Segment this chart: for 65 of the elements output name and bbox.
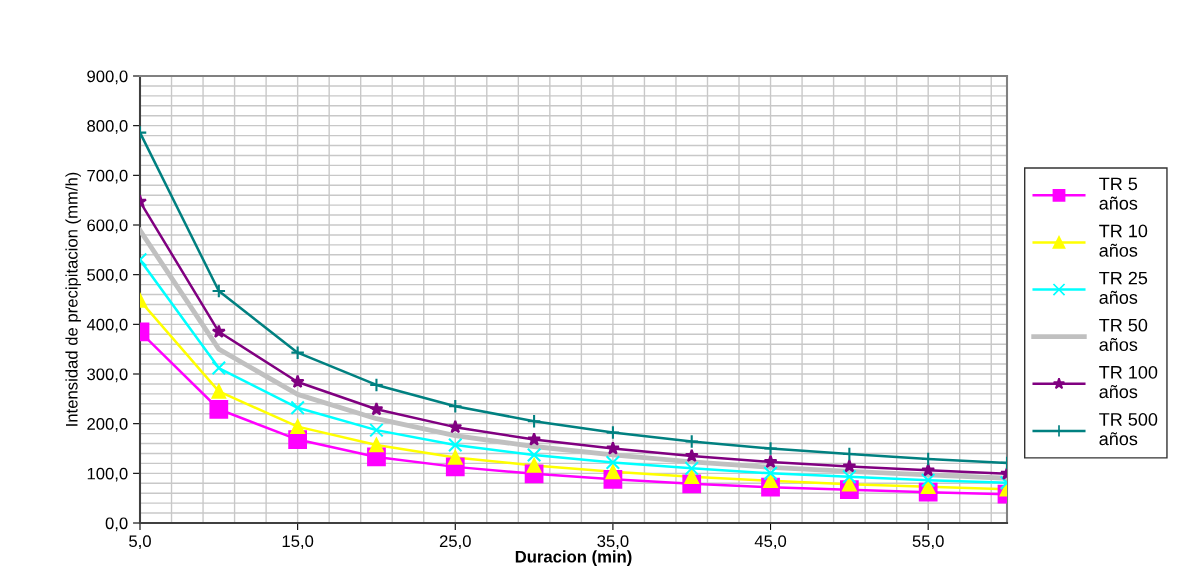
point bbox=[290, 374, 305, 389]
point bbox=[684, 434, 700, 449]
point bbox=[763, 441, 778, 456]
legend-label: TR 5 años bbox=[1099, 177, 1138, 210]
point bbox=[447, 398, 463, 414]
point bbox=[369, 422, 384, 438]
y-tick-label: 0,0 bbox=[105, 517, 128, 532]
point bbox=[211, 324, 226, 338]
x-tick-label: 5,0 bbox=[129, 535, 151, 550]
point bbox=[842, 476, 857, 492]
y-tick-label: 200,0 bbox=[87, 418, 128, 432]
point bbox=[684, 461, 700, 476]
point bbox=[526, 447, 542, 463]
point bbox=[369, 401, 384, 416]
legend-label: TR 500 años bbox=[1099, 413, 1158, 446]
point bbox=[920, 451, 936, 467]
point bbox=[684, 469, 700, 485]
y-tick-label: 400,0 bbox=[86, 318, 128, 333]
point bbox=[763, 454, 778, 469]
point bbox=[369, 437, 384, 453]
point bbox=[763, 466, 778, 481]
point bbox=[290, 400, 305, 416]
y-tick-label: 900,0 bbox=[87, 70, 128, 85]
point bbox=[605, 464, 621, 480]
point bbox=[605, 441, 620, 455]
point bbox=[920, 473, 936, 488]
y-tick-label: 500,0 bbox=[87, 269, 128, 283]
point bbox=[842, 446, 857, 462]
x-tick-label: 15,0 bbox=[282, 535, 314, 550]
legend-label: TR 10 años bbox=[1099, 224, 1148, 257]
y-tick-label: 700,0 bbox=[87, 169, 128, 184]
x-tick-label: 45,0 bbox=[754, 535, 787, 550]
point bbox=[842, 459, 857, 473]
legend-label: TR 100 años bbox=[1099, 365, 1158, 399]
point bbox=[605, 425, 621, 440]
point bbox=[211, 384, 227, 399]
point bbox=[211, 360, 227, 376]
point bbox=[921, 463, 936, 477]
x-tick-label: 25,0 bbox=[439, 535, 471, 550]
point bbox=[447, 437, 463, 453]
y-tick-label: 300,0 bbox=[87, 368, 128, 383]
x-tick-label: 55,0 bbox=[912, 535, 944, 550]
point bbox=[209, 399, 229, 419]
legend-label: TR 50 años bbox=[1099, 318, 1148, 352]
point bbox=[763, 473, 778, 489]
legend-label: TR 25 años bbox=[1099, 271, 1148, 304]
point bbox=[448, 419, 463, 434]
point bbox=[290, 345, 305, 360]
point bbox=[369, 377, 384, 393]
point bbox=[526, 458, 542, 473]
y-tick-label: 800,0 bbox=[87, 120, 128, 134]
point bbox=[605, 455, 621, 470]
x-axis-title: Duracion (min) bbox=[515, 550, 632, 566]
y-tick-label: 600,0 bbox=[87, 219, 128, 234]
y-tick-label: 100,0 bbox=[87, 467, 128, 482]
point bbox=[290, 419, 305, 434]
point bbox=[920, 479, 936, 495]
y-axis-title: Intensidad de precipitacion (mm/h) bbox=[65, 172, 81, 426]
point bbox=[842, 469, 857, 485]
point bbox=[527, 432, 542, 446]
point bbox=[684, 448, 699, 463]
point bbox=[211, 283, 227, 299]
x-tick-label: 35,0 bbox=[597, 535, 629, 550]
point bbox=[447, 450, 463, 465]
point bbox=[526, 413, 542, 429]
